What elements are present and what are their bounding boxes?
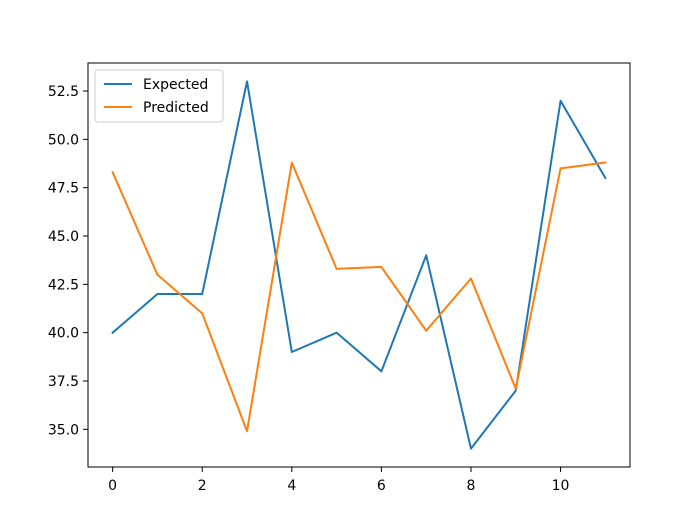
axes-layer: 0 2 4 6 8 10 35.0 37.5 40.0 42.5 45.0 47.5 50.0 52.5 — [48, 62, 631, 494]
legend-label-predicted: Predicted — [143, 100, 209, 116]
x-tick-label: 4 — [287, 478, 296, 494]
legend-label-expected: Expected — [143, 77, 208, 93]
series-layer — [111, 80, 607, 450]
x-tick-label: 0 — [108, 478, 117, 494]
legend: Expected Predicted — [94, 69, 224, 123]
x-tick-label: 2 — [198, 478, 207, 494]
x-tick-label: 6 — [377, 478, 386, 494]
y-tick-label: 47.5 — [48, 181, 79, 197]
y-tick-label: 50.0 — [48, 132, 79, 148]
x-tick-label: 8 — [467, 478, 476, 494]
y-tick-label: 52.5 — [48, 84, 79, 100]
series-line-expected — [111, 80, 607, 450]
y-tick-label: 35.0 — [48, 422, 79, 438]
y-tick-label: 42.5 — [48, 277, 79, 293]
y-tick-label: 37.5 — [48, 374, 79, 390]
x-tick-label: 10 — [552, 478, 570, 494]
y-tick-label: 40.0 — [48, 326, 79, 342]
series-line-predicted — [111, 161, 607, 433]
plot-frame — [87, 62, 631, 468]
y-tick-label: 45.0 — [48, 229, 79, 245]
